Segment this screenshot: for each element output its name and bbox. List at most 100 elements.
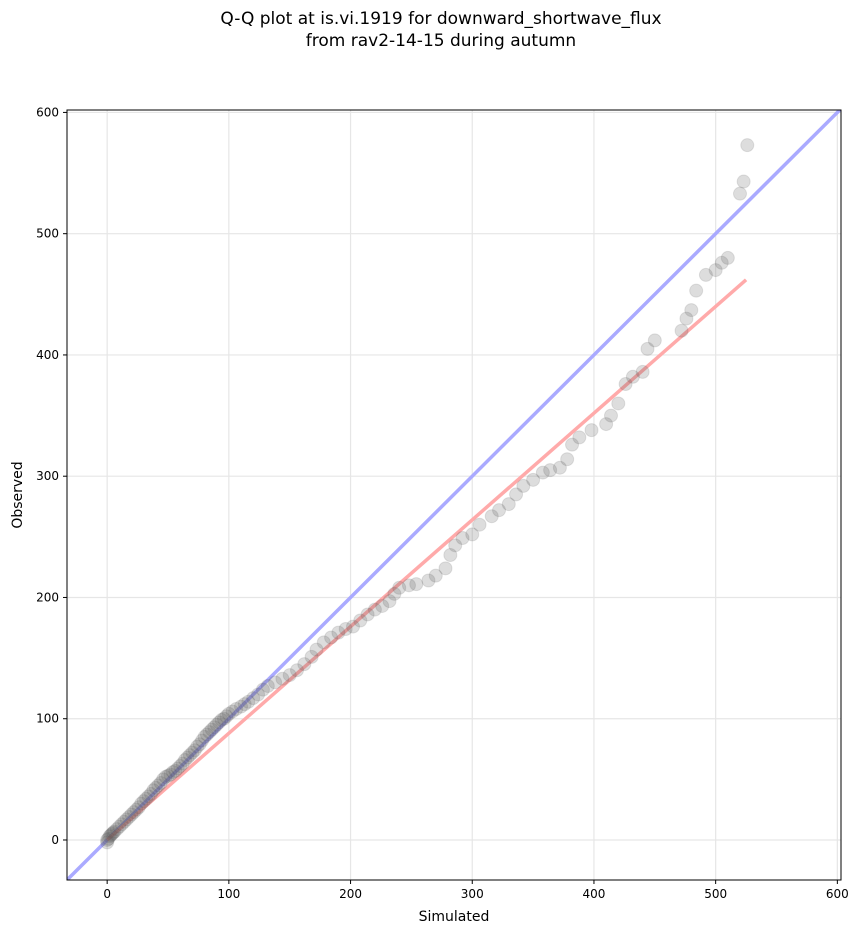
data-point bbox=[158, 769, 173, 784]
y-tick-label: 0 bbox=[51, 833, 59, 847]
data-point bbox=[221, 706, 236, 721]
x-tick-label: 400 bbox=[582, 887, 605, 901]
data-point bbox=[714, 255, 729, 270]
data-point bbox=[360, 607, 375, 622]
data-point bbox=[255, 682, 270, 697]
data-point bbox=[316, 635, 331, 650]
data-point bbox=[421, 573, 436, 588]
data-point bbox=[209, 717, 224, 732]
data-point bbox=[106, 825, 121, 840]
y-tick-label: 600 bbox=[36, 105, 59, 119]
data-point bbox=[126, 805, 141, 820]
data-point bbox=[216, 711, 231, 726]
x-tick-label: 600 bbox=[826, 887, 849, 901]
data-point bbox=[647, 333, 662, 348]
identity-line bbox=[67, 110, 841, 880]
data-point bbox=[618, 377, 633, 392]
data-point bbox=[565, 437, 580, 452]
x-axis-label: Simulated bbox=[419, 909, 490, 925]
data-point bbox=[163, 767, 178, 782]
data-point bbox=[139, 791, 154, 806]
data-point bbox=[455, 531, 470, 546]
data-point bbox=[214, 712, 229, 727]
data-point bbox=[635, 364, 650, 379]
x-tick-label: 500 bbox=[704, 887, 727, 901]
data-point bbox=[509, 487, 524, 502]
data-point bbox=[168, 763, 183, 778]
data-point bbox=[153, 775, 168, 790]
data-point bbox=[148, 780, 163, 795]
data-point bbox=[324, 630, 339, 645]
data-point bbox=[625, 369, 640, 384]
data-point bbox=[134, 796, 149, 811]
data-point bbox=[178, 752, 193, 767]
data-point bbox=[560, 452, 575, 467]
data-point bbox=[484, 509, 499, 524]
data-point bbox=[684, 303, 699, 318]
data-point bbox=[260, 678, 275, 693]
data-point bbox=[100, 835, 115, 850]
data-point bbox=[472, 517, 487, 532]
chart-title: Q-Q plot at is.vi.1919 for downward_shor… bbox=[0, 8, 862, 52]
data-point bbox=[185, 745, 200, 760]
data-point bbox=[552, 460, 567, 475]
x-tick-label: 0 bbox=[103, 887, 111, 901]
data-point bbox=[241, 694, 256, 709]
data-point bbox=[367, 602, 382, 617]
data-point bbox=[516, 478, 531, 493]
data-point bbox=[268, 675, 283, 690]
data-point bbox=[282, 668, 297, 683]
data-point bbox=[448, 538, 463, 553]
data-point bbox=[501, 497, 516, 512]
data-point bbox=[331, 625, 346, 640]
data-point bbox=[309, 642, 324, 657]
data-point bbox=[401, 578, 416, 593]
data-point bbox=[736, 174, 751, 189]
axis-ticks: 0 100 200 300 400 500 600 0 100 200 300 400 500 600 bbox=[36, 105, 849, 901]
y-tick-label: 200 bbox=[36, 590, 59, 604]
data-point bbox=[101, 831, 116, 846]
data-point bbox=[679, 311, 694, 326]
data-point bbox=[603, 408, 618, 423]
y-axis-label: Observed bbox=[10, 461, 26, 528]
data-point bbox=[438, 561, 453, 576]
data-point bbox=[674, 323, 689, 338]
data-point bbox=[611, 396, 626, 411]
data-point bbox=[526, 472, 541, 487]
x-tick-label: 100 bbox=[217, 887, 240, 901]
data-point bbox=[225, 704, 240, 719]
data-point bbox=[720, 250, 735, 265]
data-point bbox=[689, 283, 704, 298]
data-point bbox=[190, 739, 205, 754]
data-point bbox=[195, 733, 210, 748]
data-point bbox=[112, 819, 127, 834]
data-point bbox=[465, 527, 480, 542]
title-line-1: Q-Q plot at is.vi.1919 for downward_shor… bbox=[220, 9, 662, 29]
data-point bbox=[175, 756, 190, 771]
y-tick-label: 100 bbox=[36, 712, 59, 726]
data-point bbox=[173, 759, 188, 774]
data-point bbox=[219, 709, 234, 724]
data-point bbox=[124, 807, 139, 822]
data-point bbox=[119, 812, 134, 827]
data-point bbox=[246, 691, 261, 706]
data-point bbox=[698, 267, 713, 282]
data-point bbox=[117, 814, 132, 829]
data-point bbox=[204, 722, 219, 737]
data-point bbox=[212, 715, 227, 730]
data-point bbox=[740, 138, 755, 153]
data-point bbox=[156, 772, 171, 787]
data-point bbox=[338, 621, 353, 636]
data-point bbox=[103, 828, 118, 843]
data-point bbox=[165, 765, 180, 780]
data-point bbox=[234, 699, 249, 714]
points bbox=[100, 138, 755, 850]
data-point bbox=[237, 697, 252, 712]
data-point bbox=[143, 786, 158, 801]
data-point bbox=[107, 824, 122, 839]
data-point bbox=[180, 750, 195, 765]
data-point bbox=[304, 649, 319, 664]
data-point bbox=[375, 598, 390, 613]
data-point bbox=[443, 548, 458, 563]
data-point bbox=[535, 465, 550, 480]
